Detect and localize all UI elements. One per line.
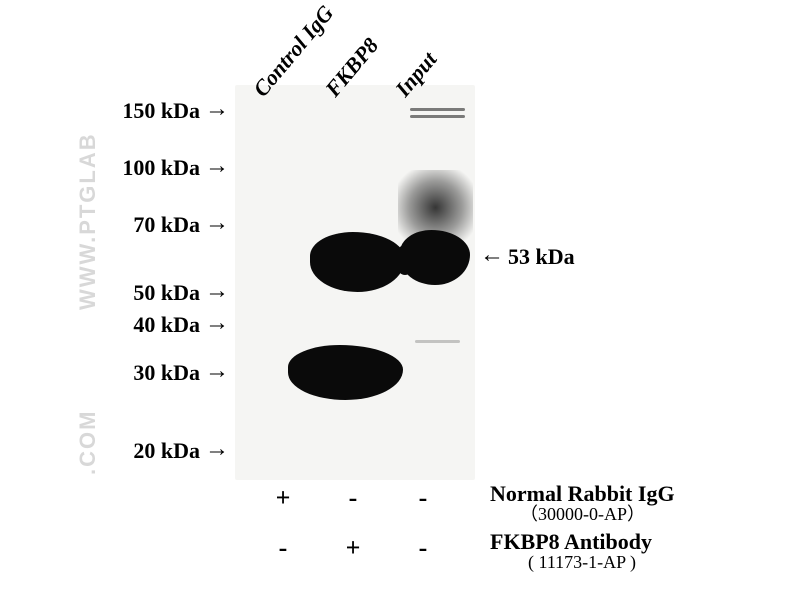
mw-30-arrow-icon: → — [205, 358, 229, 385]
row2-antibody-catalog: ( 11173-1-AP ) — [490, 553, 652, 572]
band-bridge-53kda — [395, 245, 415, 275]
row2-antibody-label: FKBP8 Antibody ( 11173-1-AP ) — [490, 530, 652, 572]
row1-input-sign: - — [408, 483, 438, 513]
mw-30: 30 kDa — [100, 360, 200, 386]
row1-control-sign: + — [268, 483, 298, 513]
watermark-line2: .COM — [75, 410, 101, 475]
row1-antibody-label: Normal Rabbit IgG （30000-0-AP） — [490, 482, 675, 524]
mw-20-arrow-icon: → — [205, 436, 229, 463]
watermark-line1: WWW.PTGLAB — [75, 132, 101, 310]
row2-antibody-name: FKBP8 Antibody — [490, 529, 652, 554]
mw-150-arrow-icon: → — [205, 96, 229, 123]
mw-70: 70 kDa — [100, 212, 200, 238]
input-thin-band-1 — [410, 108, 465, 111]
mw-20: 20 kDa — [100, 438, 200, 464]
target-label-53kda: 53 kDa — [508, 244, 575, 270]
input-thin-band-3 — [415, 340, 460, 343]
input-thin-band-2 — [410, 115, 465, 118]
mw-100: 100 kDa — [100, 155, 200, 181]
row2-control-sign: - — [268, 533, 298, 563]
row2-input-sign: - — [408, 533, 438, 563]
row1-antibody-catalog: （30000-0-AP） — [490, 505, 675, 524]
row1-antibody-name: Normal Rabbit IgG — [490, 481, 675, 506]
row2-fkbp8-sign: + — [338, 533, 368, 563]
figure-container: WWW.PTGLAB .COM Control IgG FKBP8 Input … — [0, 0, 800, 600]
target-arrow-icon: ← — [480, 242, 504, 269]
mw-100-arrow-icon: → — [205, 153, 229, 180]
mw-150: 150 kDa — [100, 98, 200, 124]
mw-70-arrow-icon: → — [205, 210, 229, 237]
mw-50: 50 kDa — [100, 280, 200, 306]
mw-50-arrow-icon: → — [205, 278, 229, 305]
row1-fkbp8-sign: - — [338, 483, 368, 513]
mw-40: 40 kDa — [100, 312, 200, 338]
mw-40-arrow-icon: → — [205, 310, 229, 337]
